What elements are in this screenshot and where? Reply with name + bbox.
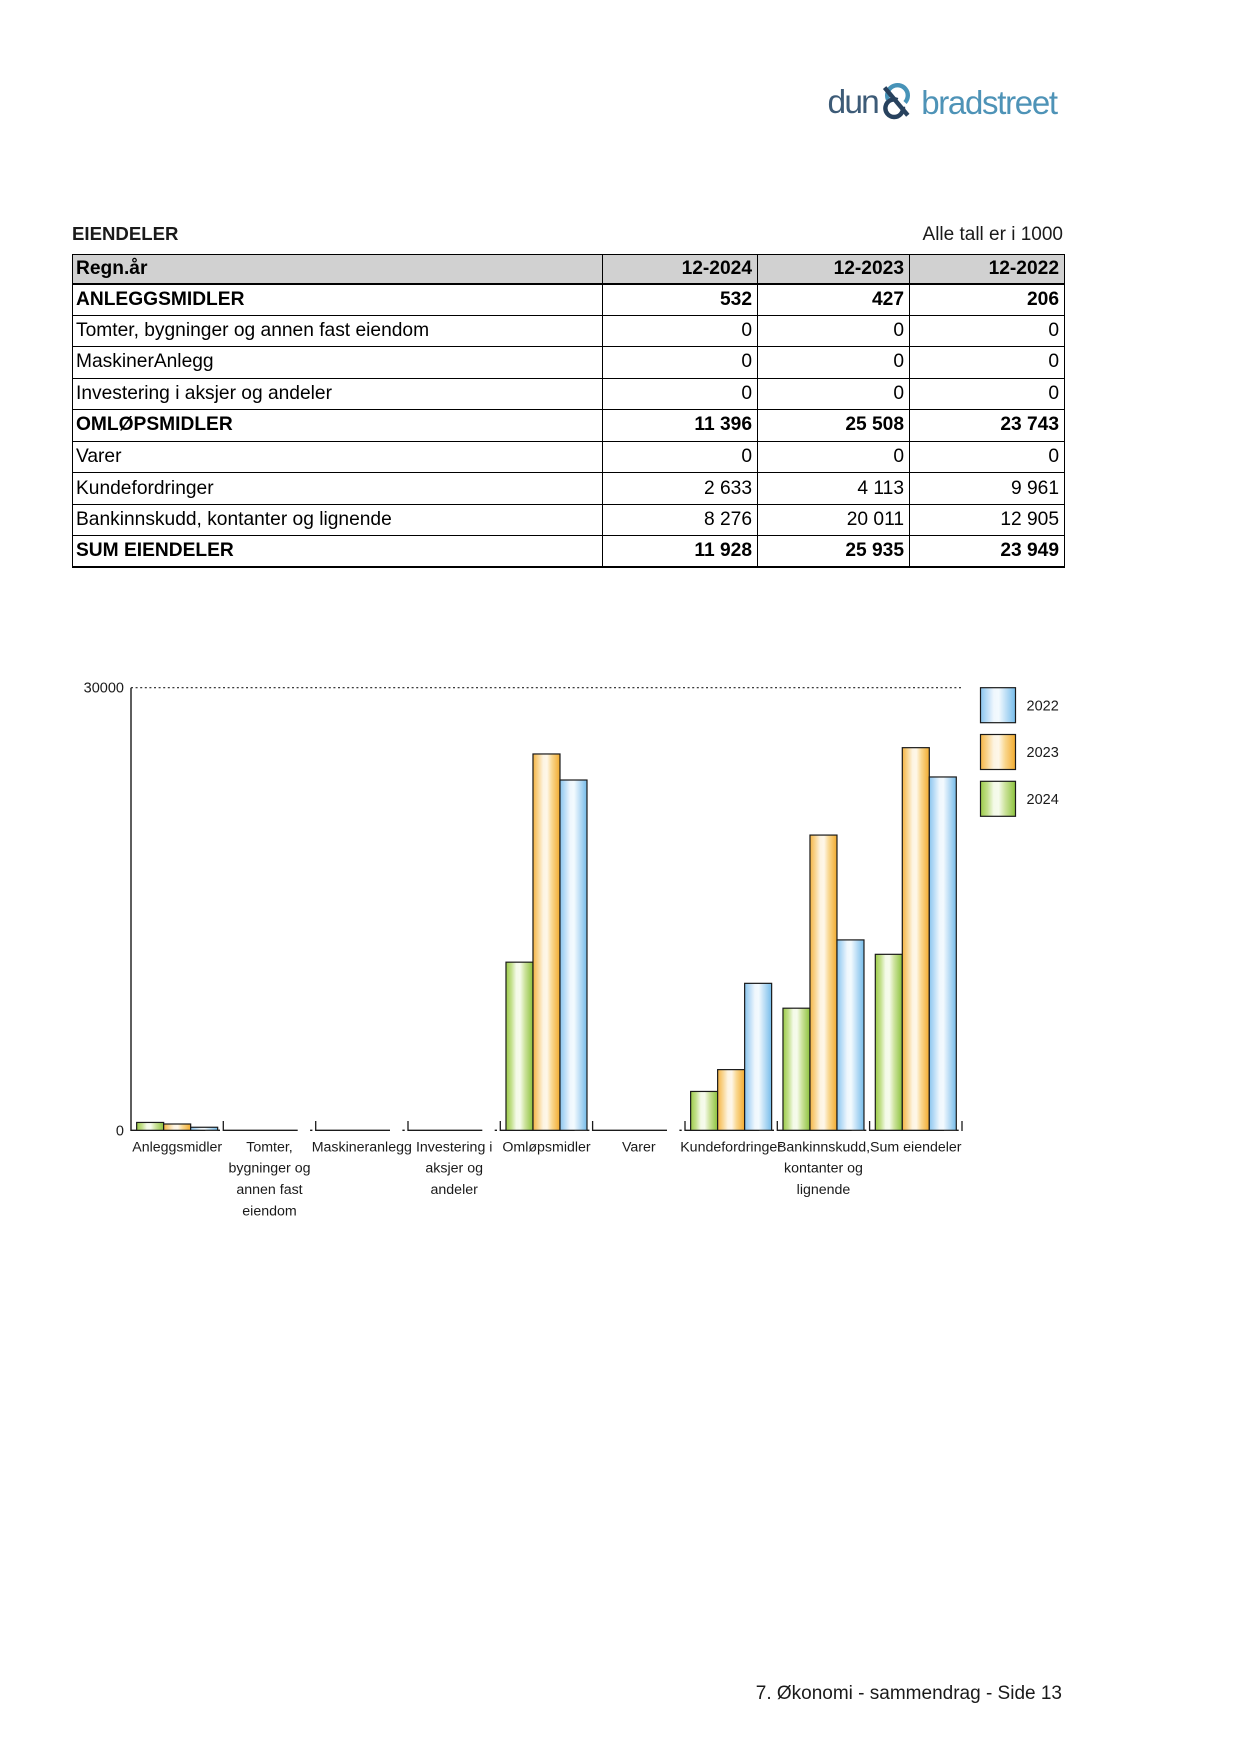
svg-text:Varer: Varer: [622, 1139, 656, 1155]
svg-text:annen fast: annen fast: [236, 1182, 302, 1198]
svg-text:Anleggsmidler: Anleggsmidler: [132, 1139, 222, 1155]
svg-text:lignende: lignende: [797, 1182, 851, 1198]
svg-text:Investering i: Investering i: [416, 1139, 493, 1155]
svg-text:bygninger og: bygninger og: [228, 1161, 310, 1177]
svg-text:2023: 2023: [1027, 745, 1059, 761]
svg-text:eiendom: eiendom: [242, 1204, 296, 1220]
svg-text:Tomter,: Tomter,: [246, 1139, 293, 1155]
svg-text:aksjer og: aksjer og: [425, 1161, 483, 1177]
svg-text:kontanter og: kontanter og: [784, 1161, 863, 1177]
svg-text:30000: 30000: [84, 681, 124, 697]
svg-text:0: 0: [116, 1123, 124, 1139]
svg-text:Bankinnskudd,: Bankinnskudd,: [777, 1139, 870, 1155]
svg-text:Maskineranlegg: Maskineranlegg: [312, 1139, 412, 1155]
svg-text:Sum eiendeler: Sum eiendeler: [870, 1139, 962, 1155]
svg-text:2024: 2024: [1027, 792, 1059, 808]
svg-text:Kundefordringer: Kundefordringer: [680, 1139, 782, 1155]
svg-text:andeler: andeler: [431, 1182, 479, 1198]
svg-text:Omløpsmidler: Omløpsmidler: [502, 1139, 591, 1155]
svg-text:2022: 2022: [1027, 698, 1059, 714]
